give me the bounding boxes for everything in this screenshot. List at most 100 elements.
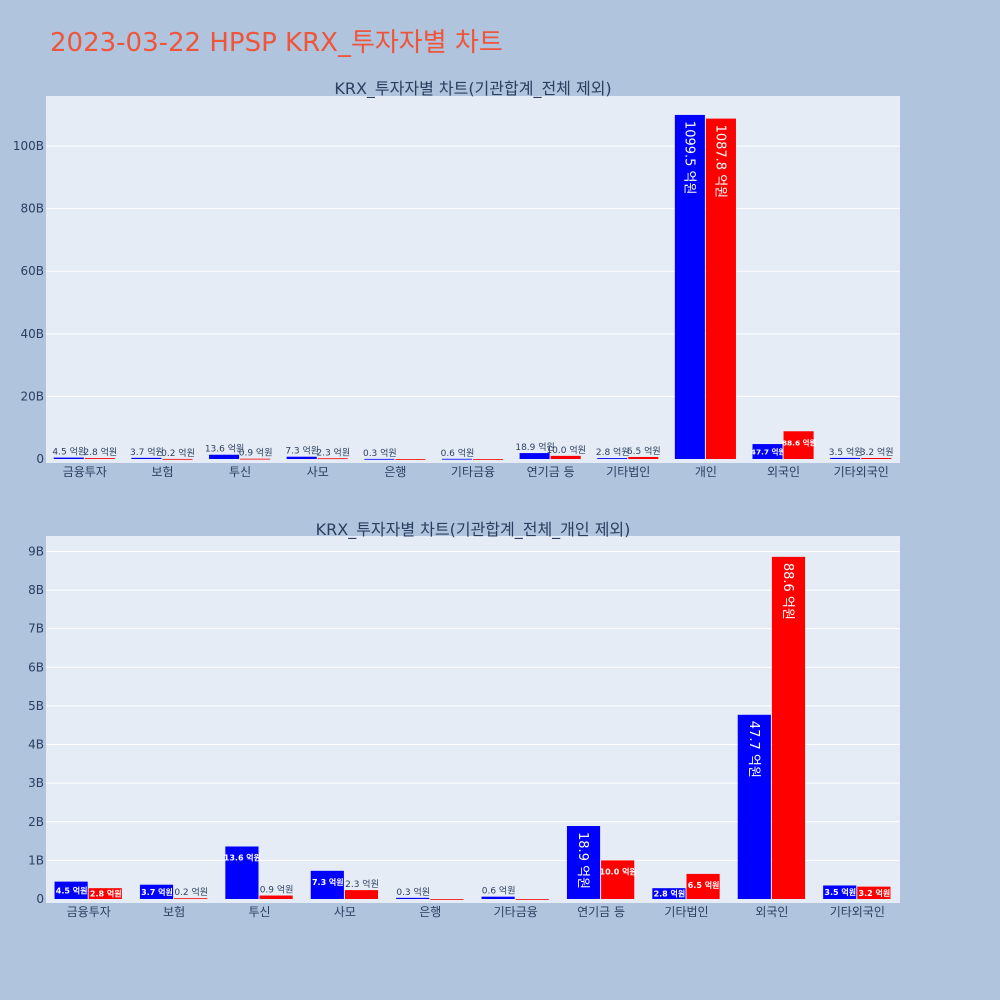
chart-bottom-ytick-label: 4B xyxy=(28,738,44,752)
chart-bottom-bar-buy xyxy=(54,881,88,899)
chart-top-bar-buy xyxy=(131,457,162,459)
chart-top-data-label: 0.3 억원 xyxy=(363,447,397,459)
chart-bottom-data-label: 13.6 억원 xyxy=(224,852,261,862)
chart-top-bar-sell xyxy=(317,458,348,460)
chart-top-xtick-label: 개인 xyxy=(695,465,717,479)
chart-bottom-ytick-label: 6B xyxy=(28,660,44,674)
chart-bottom-ytick-label: 5B xyxy=(28,699,44,713)
chart-bottom-data-label: 3.5 억원 xyxy=(824,887,856,897)
chart-bottom-data-label: 0.6 억원 xyxy=(482,885,516,897)
chart-top-bar-sell xyxy=(395,459,426,460)
chart-top-bar-sell xyxy=(240,458,271,460)
chart-bottom-data-label: 3.7 억원 xyxy=(141,887,173,897)
chart-bottom-ytick-label: 0 xyxy=(36,892,44,906)
chart-bottom-xtick-label: 투신 xyxy=(248,905,270,919)
chart-top-ytick-label: 80B xyxy=(20,202,44,216)
chart-top-xtick-label: 기타외국인 xyxy=(834,465,889,479)
chart-top-data-label: 7.3 억원 xyxy=(285,445,319,457)
chart-top-bar-sell xyxy=(550,455,581,459)
chart-bottom-data-label: 4.5 억원 xyxy=(56,885,88,895)
chart-bottom-ytick-label: 1B xyxy=(28,853,44,867)
chart-top-data-label: 3.5 억원 xyxy=(829,446,863,458)
chart-bottom-data-label: 2.8 억원 xyxy=(654,889,686,899)
chart-bottom-ytick-label: 2B xyxy=(28,815,44,829)
chart-bottom: 0 1B 2B 3B 4B 5B 6B 7B 8B 9B 4.5 억원 3.7 억원 13.6 억원 7.… xyxy=(28,520,900,919)
chart-top-data-label: 2.8 억원 xyxy=(83,446,117,458)
chart-top-bar-buy xyxy=(441,458,472,460)
chart-bottom-ytick-label: 7B xyxy=(28,622,44,636)
chart-top-ytick-label: 100B xyxy=(13,139,44,153)
chart-top-xtick-label: 사모 xyxy=(307,465,329,479)
chart-top-data-label: 2.8 억원 xyxy=(596,446,630,458)
chart-top-ytick-label: 0 xyxy=(36,452,44,466)
chart-top-bar-buy xyxy=(830,457,861,459)
chart-bottom-xtick-label: 기타법인 xyxy=(664,905,708,919)
chart-bottom-data-label: 18.9 억원 xyxy=(575,832,590,889)
chart-top-xtick-label: 보험 xyxy=(151,465,173,479)
chart-top-ytick-label: 20B xyxy=(20,389,44,403)
chart-top-data-label: 88.6 억원 xyxy=(782,438,817,447)
chart-bottom-xtick-label: 사모 xyxy=(334,905,356,919)
chart-top-bar-buy xyxy=(364,458,395,460)
chart-bottom-data-label: 0.9 억원 xyxy=(260,884,294,896)
chart-bottom-ytick-label: 8B xyxy=(28,583,44,597)
chart-top-bar-sell xyxy=(84,458,115,459)
chart-bottom-bar-buy xyxy=(396,897,430,899)
chart-bottom-bar-sell xyxy=(771,556,806,899)
chart-top-data-label: 13.6 억원 xyxy=(205,443,244,455)
chart-top-bar-buy xyxy=(752,444,783,459)
chart-bottom-bar-buy xyxy=(481,896,515,899)
chart-top-bar-buy xyxy=(53,457,84,459)
chart-top-data-label: 0.2 억원 xyxy=(161,447,195,459)
chart-bottom-bar-sell xyxy=(88,888,122,899)
chart-top-xtick-label: 기타법인 xyxy=(606,465,650,479)
chart-top-xtick-label: 기타금융 xyxy=(451,465,495,479)
chart-bottom-data-label: 88.6 억원 xyxy=(780,563,795,620)
chart-bottom-xtick-label: 금융투자 xyxy=(67,905,111,919)
chart-bottom-bar-sell xyxy=(686,873,720,899)
chart-top-data-label: 1087.8 억원 xyxy=(712,125,727,199)
chart-bottom-bar-buy xyxy=(823,885,857,899)
chart-top-data-label: 3.2 억원 xyxy=(860,446,894,458)
chart-bottom-bar-sell xyxy=(344,890,379,899)
chart-bottom-bar-buy xyxy=(310,870,344,899)
chart-bottom-bar-buy xyxy=(139,884,174,899)
chart-bottom-xtick-label: 외국인 xyxy=(755,905,788,919)
chart-top-data-label: 0.9 억원 xyxy=(239,447,273,459)
chart-top-xtick-label: 투신 xyxy=(229,465,251,479)
chart-top-data-label: 4.5 억원 xyxy=(52,446,86,458)
chart-top-plot-area xyxy=(46,96,900,463)
chart-top-xtick-label: 은행 xyxy=(384,464,406,479)
chart-top-data-label: 10.0 억원 xyxy=(546,444,585,456)
chart-bottom-xtick-label: 은행 xyxy=(419,904,441,919)
chart-bottom-bar-sell xyxy=(515,899,549,900)
chart-top-data-label: 18.9 억원 xyxy=(515,441,554,453)
chart-top-data-label: 1099.5 억원 xyxy=(681,121,696,195)
chart-top-title: KRX_투자자별 차트(기관합계_전체 제외) xyxy=(334,79,611,99)
chart-bottom-data-label: 3.2 억원 xyxy=(859,888,891,898)
chart-bottom-data-label: 0.2 억원 xyxy=(174,886,208,898)
chart-top-bar-sell xyxy=(628,456,659,459)
chart-bottom-bar-buy xyxy=(652,888,686,899)
chart-bottom-xtick-label: 기타외국인 xyxy=(830,905,885,919)
chart-bottom-data-label: 6.5 억원 xyxy=(688,880,720,890)
chart-top-bar-sell xyxy=(473,459,504,460)
page-title: 2023-03-22 HPSP KRX_투자자별 차트 xyxy=(50,28,503,58)
chart-bottom-bar-buy xyxy=(225,846,259,899)
chart-bottom-data-label: 47.7 억원 xyxy=(746,721,761,778)
chart-top-data-label: 6.5 억원 xyxy=(627,445,661,457)
chart-bottom-data-label: 0.3 억원 xyxy=(396,886,430,898)
chart-bottom-xtick-label: 기타금융 xyxy=(494,905,538,919)
chart-bottom-bar-buy xyxy=(566,826,601,899)
chart-top-data-label: 3.7 억원 xyxy=(130,446,164,458)
chart-top-data-label: 47.7 억원 xyxy=(751,448,786,457)
chart-bottom-bar-sell xyxy=(430,899,464,900)
chart-top-xtick-label: 외국인 xyxy=(767,465,800,479)
chart-top-data-label: 2.3 억원 xyxy=(316,446,350,458)
chart-top-bar-buy xyxy=(286,456,317,459)
chart-top-bar-sell xyxy=(162,458,193,460)
chart-top-bar-buy xyxy=(519,453,550,459)
chart-top-bar-sell xyxy=(705,118,736,459)
chart-bottom-bar-sell xyxy=(259,895,293,899)
